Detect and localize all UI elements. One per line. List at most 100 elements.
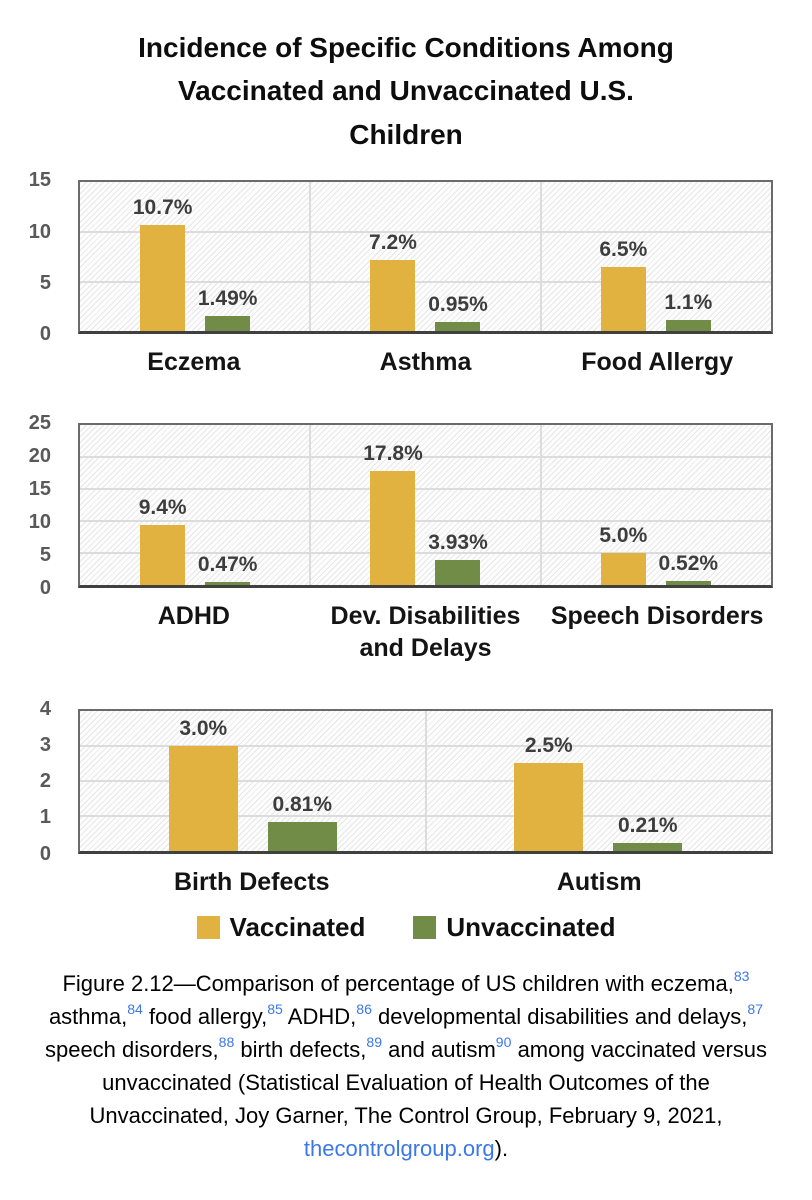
y-tick-label: 20	[28, 444, 51, 467]
bar-unvaccinated: 1.49%	[198, 287, 257, 332]
legend-item-vaccinated: Vaccinated	[196, 912, 366, 943]
gridline	[80, 455, 771, 458]
bar-unvaccinated: 1.1%	[664, 291, 712, 332]
bar-value-label: 0.47%	[197, 552, 258, 576]
bar-unvaccinated: 0.21%	[613, 814, 683, 851]
plot-area: 10.7% 1.49% 7.2% 0.95% 6.5% 1.1%	[78, 180, 773, 335]
bar-group: 6.5% 1.1%	[541, 182, 771, 332]
y-tick-label: 25	[28, 411, 51, 434]
y-tick-label: 2	[39, 770, 51, 793]
category-separator	[309, 182, 312, 332]
bar-vaccinated: 10.7%	[133, 196, 192, 332]
bar-value-label: 5.0%	[599, 523, 648, 547]
caption-text: asthma,	[48, 1004, 128, 1030]
bar-unvaccinated: 0.47%	[198, 553, 257, 585]
y-axis: 0 1 2 3 4	[0, 698, 78, 865]
legend: Vaccinated Unvaccinated	[0, 912, 812, 943]
bar-unvaccinated: 0.81%	[267, 793, 337, 851]
plot-area: 9.4% 0.47% 17.8% 3.93% 5.0% 0.52%	[78, 422, 773, 588]
bar-group: 10.7% 1.49%	[80, 182, 310, 332]
chart-panel-3: 0 1 2 3 4 3.0% 0.81% 2.5% 0.21%	[0, 698, 773, 865]
bar-vaccinated: 17.8%	[363, 442, 423, 585]
category-labels: ADHD Dev. Disabilities and Delays Speech D…	[78, 600, 773, 665]
gridline	[80, 551, 771, 554]
category-separator	[309, 424, 312, 585]
chart-panel-1: 0 5 10 15 10.7% 1.49% 7.2% 0.95% 6.5% 1.1%	[0, 169, 773, 345]
bar-vaccinated: 7.2%	[369, 231, 417, 332]
footnote-ref[interactable]: 87	[747, 1000, 764, 1017]
chart-title-line-3: Children	[349, 118, 463, 150]
footnote-ref[interactable]: 89	[366, 1033, 383, 1050]
y-tick-label: 3	[39, 733, 51, 756]
bar-value-label: 1.1%	[664, 291, 713, 315]
legend-label-unvaccinated: Unvaccinated	[446, 912, 616, 943]
category-labels: Eczema Asthma Food Allergy	[78, 346, 773, 379]
gridline	[80, 519, 771, 522]
legend-label-vaccinated: Vaccinated	[229, 912, 366, 943]
footnote-ref[interactable]: 86	[356, 1000, 372, 1017]
category-label: Birth Defects	[173, 867, 330, 896]
bar-value-label: 0.52%	[658, 552, 719, 576]
footnote-ref[interactable]: 88	[218, 1033, 235, 1050]
chart-title: Incidence of Specific Conditions Among V…	[106, 0, 706, 156]
category-separator	[539, 424, 542, 585]
y-tick-label: 0	[39, 842, 51, 865]
bar-group: 7.2% 0.95%	[310, 182, 540, 332]
category-label: Speech Disorders	[550, 601, 764, 630]
category-label: Asthma	[379, 348, 472, 377]
bar-group: 17.8% 3.93%	[310, 425, 540, 585]
y-tick-label: 1	[39, 806, 51, 829]
gridline	[80, 230, 771, 233]
bar-value-label: 0.95%	[428, 292, 488, 316]
footnote-ref[interactable]: 85	[267, 1000, 283, 1017]
bar-unvaccinated: 0.95%	[428, 293, 488, 332]
vaccinated-swatch-icon	[196, 916, 220, 940]
bar-value-label: 2.5%	[524, 734, 573, 758]
chart-title-line-1: Incidence of Specific Conditions Among	[138, 32, 674, 63]
bar-value-label: 3.0%	[179, 716, 228, 740]
bar-group: 9.4% 0.47%	[80, 425, 310, 585]
footnote-ref[interactable]: 84	[127, 1000, 143, 1017]
bar-value-label: 3.93%	[428, 530, 488, 554]
caption-text: and autism	[382, 1037, 496, 1063]
chart-title-line-2: Vaccinated and Unvaccinated U.S.	[178, 75, 634, 107]
bar-unvaccinated: 0.52%	[659, 552, 718, 585]
category-label: Autism	[556, 867, 642, 896]
bar-vaccinated: 2.5%	[514, 734, 584, 851]
category-label: Food Allergy	[581, 348, 734, 377]
bar-value-label: 0.21%	[617, 814, 678, 838]
bar-vaccinated: 6.5%	[599, 238, 647, 332]
category-label: Eczema	[147, 348, 241, 377]
y-tick-label: 15	[28, 169, 51, 192]
y-tick-label: 10	[28, 220, 51, 243]
caption-text: food allergy,	[142, 1004, 268, 1030]
caption-text: birth defects,	[234, 1037, 367, 1063]
bar-value-label: 10.7%	[132, 195, 193, 219]
footnote-ref[interactable]: 90	[495, 1033, 512, 1050]
gridline	[80, 280, 771, 283]
caption-text: ADHD,	[282, 1004, 357, 1030]
category-separator	[539, 182, 542, 332]
category-label: ADHD	[157, 601, 230, 630]
caption-text: speech disorders,	[44, 1037, 219, 1063]
y-tick-label: 4	[39, 697, 51, 720]
bar-value-label: 9.4%	[138, 495, 187, 519]
y-axis: 0 5 10 15	[0, 169, 78, 345]
category-labels: Birth Defects Autism	[78, 866, 773, 899]
plot-area: 3.0% 0.81% 2.5% 0.21%	[78, 708, 773, 854]
legend-item-unvaccinated: Unvaccinated	[413, 912, 615, 943]
bar-vaccinated: 9.4%	[139, 496, 187, 585]
y-tick-label: 0	[39, 323, 51, 346]
caption-link[interactable]: thecontrolgroup.org	[303, 1136, 495, 1162]
unvaccinated-swatch-icon	[413, 916, 437, 940]
caption-text: Figure 2.12—Comparison of percentage of …	[62, 971, 734, 997]
gridline	[80, 487, 771, 490]
y-tick-label: 0	[39, 576, 51, 599]
caption-text: ).	[494, 1136, 509, 1162]
bar-group: 3.0% 0.81%	[80, 711, 426, 851]
footnote-ref[interactable]: 83	[733, 967, 750, 984]
y-tick-label: 15	[28, 477, 51, 500]
y-tick-label: 5	[39, 271, 51, 294]
bar-value-label: 6.5%	[599, 237, 648, 261]
category-separator	[424, 710, 427, 851]
